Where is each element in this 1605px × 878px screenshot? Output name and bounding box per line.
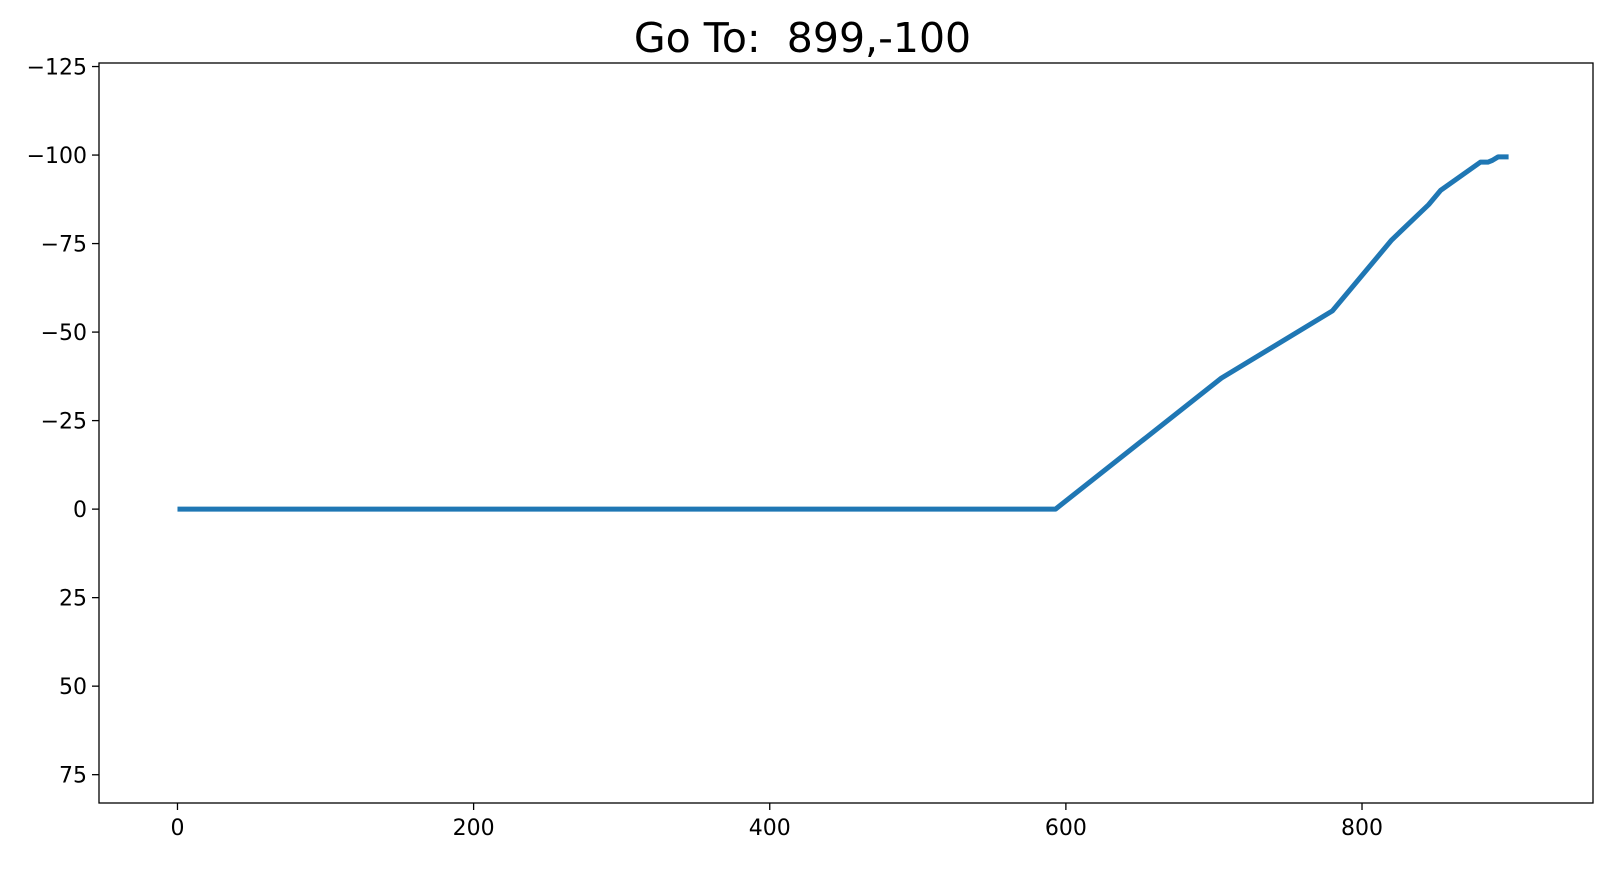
x-tick-label: 0	[170, 816, 184, 841]
series-line-0	[177, 154, 1509, 512]
y-tick-label: 75	[59, 764, 87, 789]
y-tick-label: −75	[41, 233, 87, 258]
chart-title: Go To: 899,-100	[633, 14, 972, 62]
y-tick-label: −50	[41, 321, 87, 346]
x-axis: 0 200 400 600 800	[170, 803, 1383, 841]
y-tick-label: −125	[27, 56, 87, 81]
x-tick-label: 800	[1341, 816, 1383, 841]
series-layer	[177, 154, 1509, 512]
x-tick-label: 600	[1045, 816, 1087, 841]
y-tick-label: 50	[59, 675, 87, 700]
y-tick-label: −25	[41, 410, 87, 435]
y-tick-label: 0	[73, 498, 87, 523]
x-tick-label: 200	[453, 816, 495, 841]
y-tick-label: −100	[27, 144, 87, 169]
y-axis: −125 −100 −75 −50 −25 0 25 50 75	[27, 56, 99, 789]
x-tick-label: 400	[749, 816, 791, 841]
y-tick-label: 25	[59, 587, 87, 612]
plot-frame	[98, 62, 1594, 804]
